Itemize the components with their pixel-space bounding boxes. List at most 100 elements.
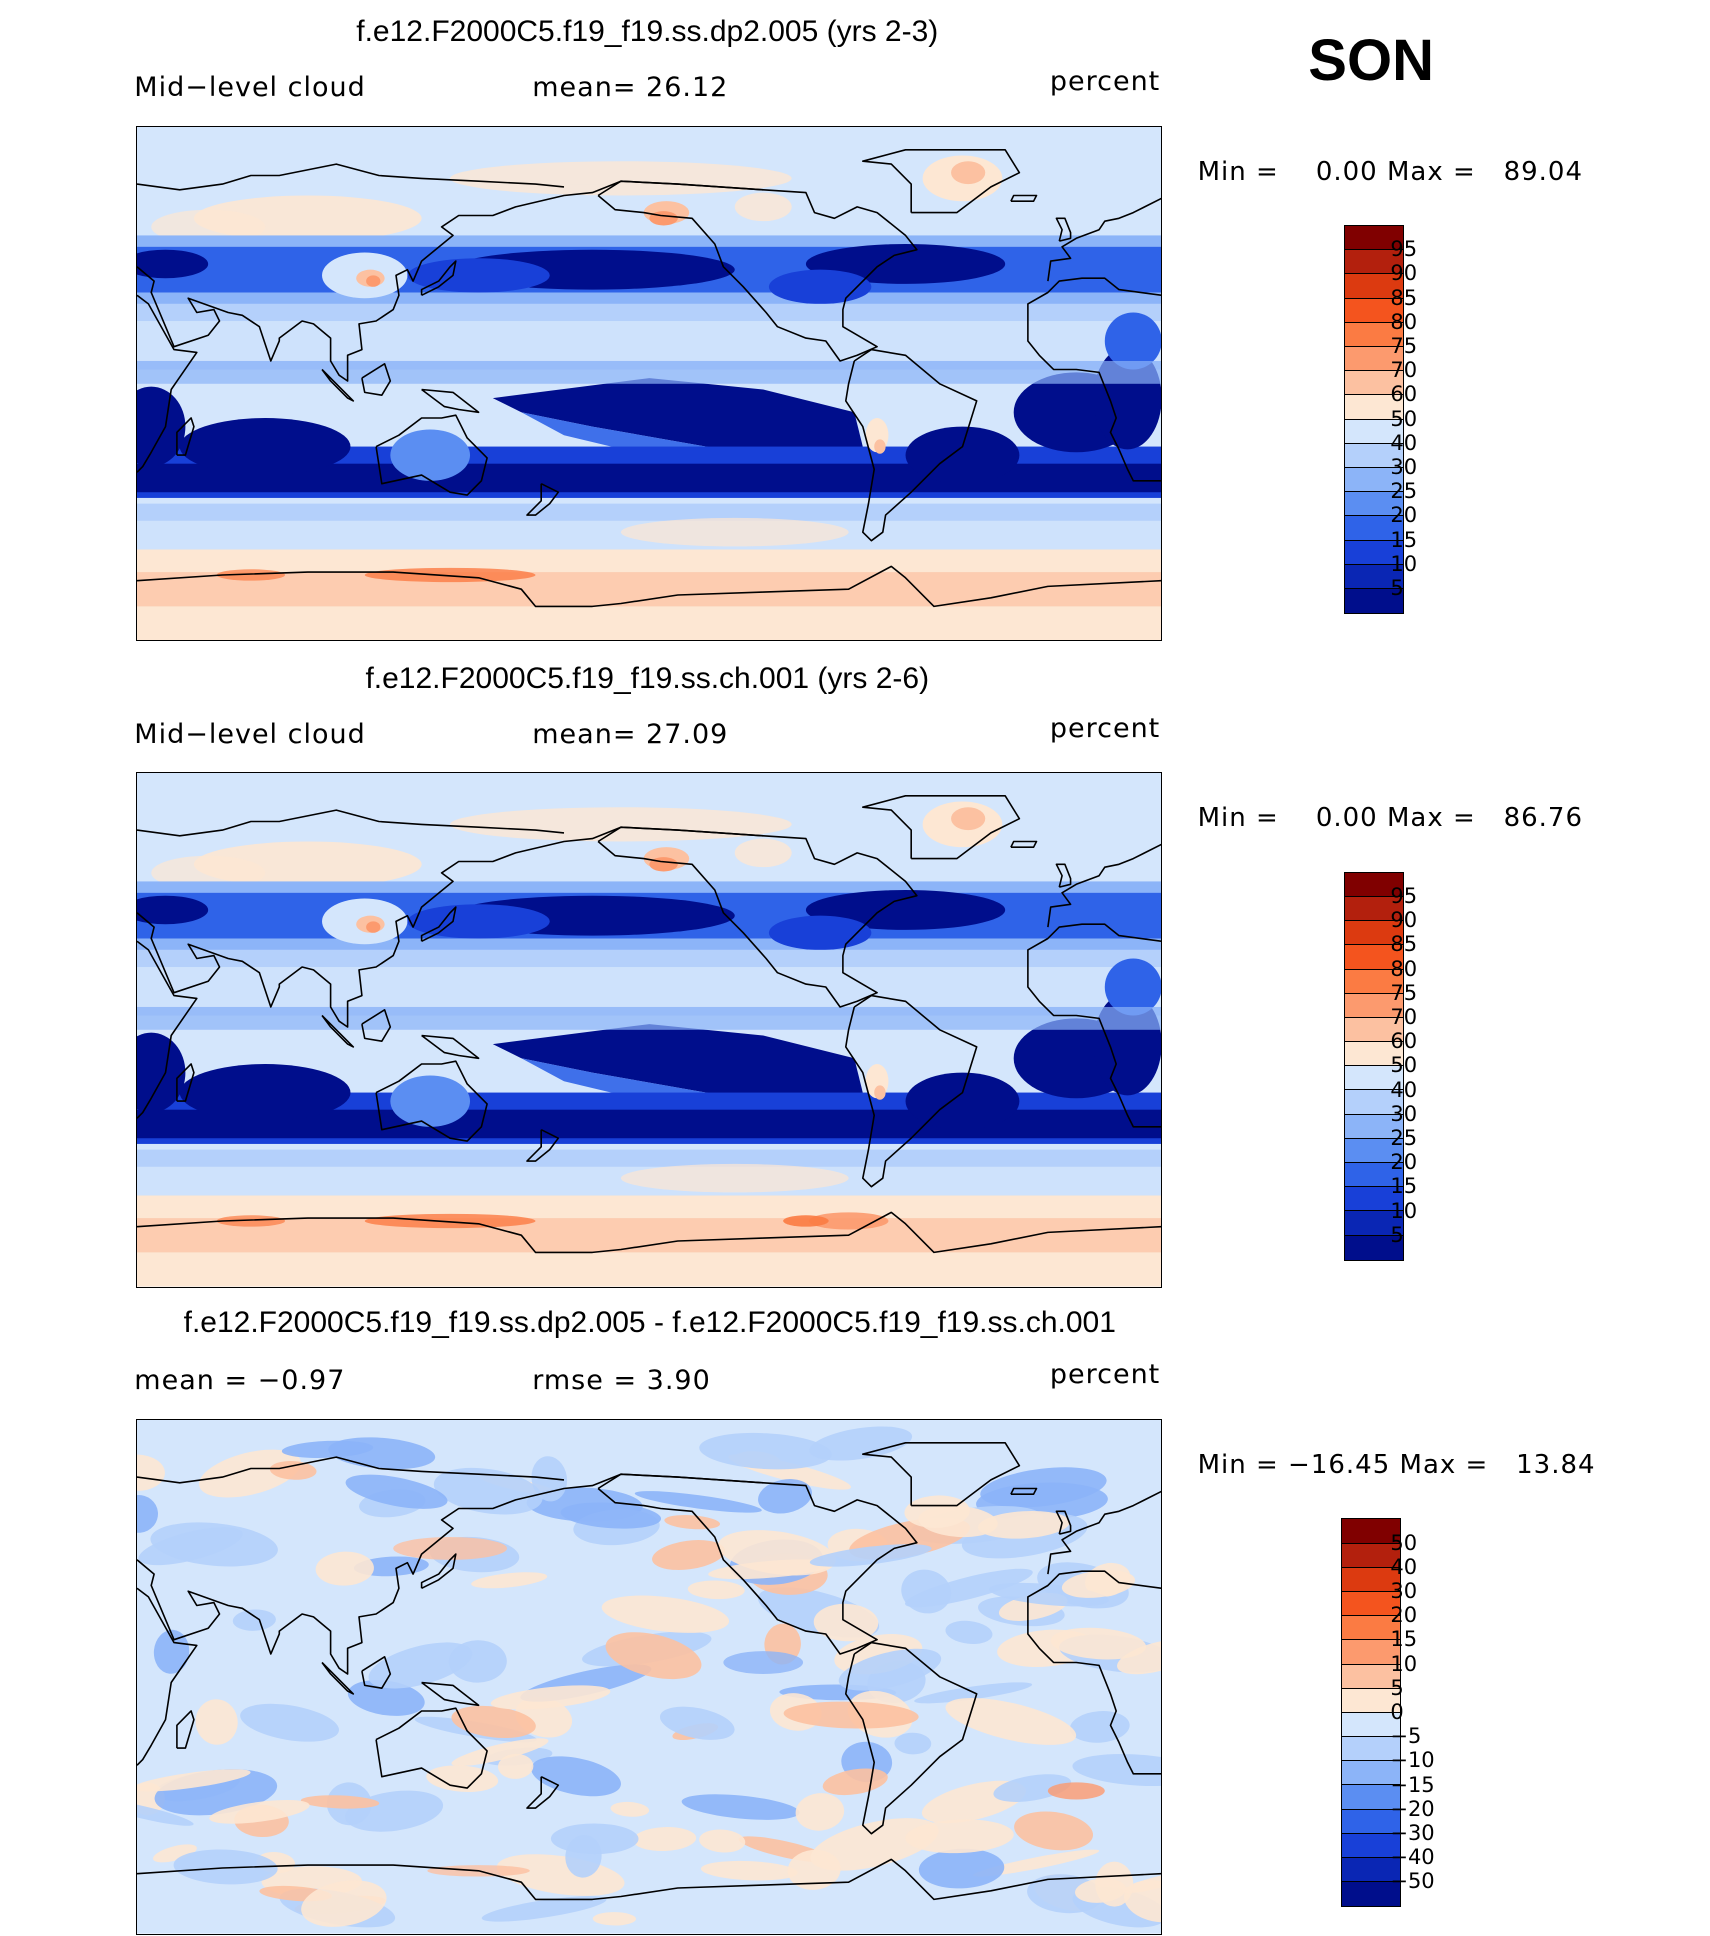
colorbar-label: 10: [1390, 1198, 1418, 1223]
colorbar-swatch: [1345, 443, 1404, 468]
colorbar-label: 10: [1390, 551, 1418, 576]
colorbar-label: 75: [1390, 980, 1418, 1005]
colorbar-label: 85: [1390, 285, 1418, 310]
colorbar-swatch: [1345, 274, 1404, 299]
colorbar: [1344, 225, 1405, 615]
units-label: percent: [1049, 65, 1161, 97]
colorbar-label: 80: [1390, 956, 1418, 981]
panel-title: f.e12.F2000C5.f19_f19.ss.dp2.005 - f.e12…: [183, 1305, 1116, 1339]
colorbar-label: 0: [1390, 1700, 1404, 1725]
panel-title: f.e12.F2000C5.f19_f19.ss.dp2.005 (yrs 2-…: [356, 14, 939, 48]
colorbar-label: 50: [1390, 1053, 1418, 1078]
cloud-map: [135, 772, 1163, 1288]
colorbar-label: 5: [1390, 1675, 1404, 1700]
colorbar-swatch: [1345, 347, 1404, 372]
colorbar-swatch: [1345, 492, 1404, 517]
colorbar-swatch: [1341, 1737, 1400, 1762]
colorbar-label: −20: [1390, 1796, 1435, 1821]
colorbar-swatch: [1345, 419, 1404, 444]
colorbar: [1344, 871, 1405, 1261]
colorbar-label: 85: [1390, 932, 1418, 957]
colorbar-swatch: [1341, 1809, 1400, 1834]
colorbar-label: 50: [1390, 1530, 1418, 1555]
colorbar-swatch: [1345, 1114, 1404, 1139]
colorbar-label: 15: [1390, 1627, 1418, 1652]
colorbar-label: 40: [1390, 430, 1418, 455]
colorbar-label: 20: [1390, 1603, 1418, 1628]
colorbar-label: 60: [1390, 382, 1418, 407]
colorbar-label: 15: [1390, 527, 1418, 552]
colorbar-swatch: [1345, 226, 1404, 251]
colorbar-swatch: [1345, 1017, 1404, 1043]
colorbar-swatch: [1341, 1882, 1400, 1907]
colorbar-swatch: [1345, 872, 1404, 897]
colorbar-swatch: [1345, 1187, 1404, 1212]
colorbar-label: 25: [1390, 1125, 1418, 1150]
mean-value: mean = −0.97: [134, 1365, 346, 1397]
min-max-readout: Min = 0.00 Max = 86.76: [1197, 803, 1584, 834]
units-label: percent: [1049, 1359, 1161, 1391]
colorbar-swatch: [1345, 467, 1404, 493]
colorbar-swatch: [1341, 1858, 1400, 1883]
units-label: percent: [1049, 712, 1161, 744]
colorbar-swatch: [1341, 1785, 1400, 1810]
colorbar-swatch: [1345, 896, 1404, 922]
min-max-readout: Min = −16.45 Max = 13.84: [1197, 1450, 1596, 1481]
colorbar-swatch: [1345, 322, 1404, 348]
colorbar-swatch: [1341, 1591, 1400, 1617]
colorbar-label: 20: [1390, 1150, 1418, 1175]
colorbar-swatch: [1345, 993, 1404, 1018]
colorbar-label: −5: [1390, 1724, 1422, 1749]
variable-label: Mid−level cloud: [134, 72, 366, 104]
colorbar-swatch: [1341, 1640, 1400, 1665]
colorbar-swatch: [1345, 516, 1404, 541]
colorbar-label: 30: [1390, 455, 1418, 480]
colorbar-swatch: [1345, 1138, 1404, 1163]
colorbar-swatch: [1345, 1042, 1404, 1067]
panel-title: f.e12.F2000C5.f19_f19.ss.ch.001 (yrs 2-6…: [365, 661, 930, 695]
colorbar-label: −50: [1390, 1869, 1435, 1894]
colorbar-label: −30: [1390, 1821, 1435, 1846]
mean-value: mean= 27.09: [532, 718, 729, 750]
colorbar-label: 40: [1390, 1077, 1418, 1102]
min-max-readout: Min = 0.00 Max = 89.04: [1197, 156, 1584, 187]
colorbar-label: 95: [1390, 237, 1418, 262]
colorbar-label: 50: [1390, 406, 1418, 431]
colorbar-swatch: [1345, 1090, 1404, 1115]
colorbar-swatch: [1341, 1567, 1400, 1592]
colorbar-swatch: [1345, 1211, 1404, 1236]
colorbar-swatch: [1341, 1616, 1400, 1641]
colorbar-label: 40: [1390, 1554, 1418, 1579]
colorbar-label: 5: [1390, 576, 1404, 601]
colorbar-label: 5: [1390, 1222, 1404, 1247]
colorbar-label: 60: [1390, 1029, 1418, 1054]
colorbar-swatch: [1345, 298, 1404, 323]
colorbar-swatch: [1341, 1664, 1400, 1689]
colorbar-label: 70: [1390, 1004, 1418, 1029]
colorbar-label: 25: [1390, 479, 1418, 504]
cloud-map: [135, 125, 1163, 642]
colorbar-swatch: [1345, 371, 1404, 396]
colorbar-swatch: [1345, 540, 1404, 565]
colorbar-swatch: [1345, 1163, 1404, 1188]
colorbar: [1340, 1518, 1401, 1908]
colorbar-swatch: [1345, 588, 1404, 614]
colorbar-label: −15: [1390, 1772, 1435, 1797]
colorbar-label: 10: [1390, 1651, 1418, 1676]
colorbar-swatch: [1345, 564, 1404, 589]
colorbar-label: −40: [1390, 1845, 1435, 1870]
colorbar-label: 95: [1390, 883, 1418, 908]
colorbar-swatch: [1345, 1066, 1404, 1091]
colorbar-swatch: [1345, 1235, 1404, 1260]
colorbar-label: 90: [1390, 261, 1418, 286]
rmse-value: rmse = 3.90: [532, 1365, 711, 1397]
colorbar-swatch: [1345, 921, 1404, 946]
colorbar-swatch: [1341, 1712, 1400, 1738]
season-label: SON: [1308, 28, 1434, 94]
colorbar-label: 20: [1390, 503, 1418, 528]
colorbar-swatch: [1345, 945, 1404, 970]
colorbar-label: −10: [1390, 1748, 1435, 1773]
colorbar-swatch: [1341, 1833, 1400, 1859]
colorbar-label: 30: [1390, 1101, 1418, 1126]
colorbar-label: 15: [1390, 1174, 1418, 1199]
